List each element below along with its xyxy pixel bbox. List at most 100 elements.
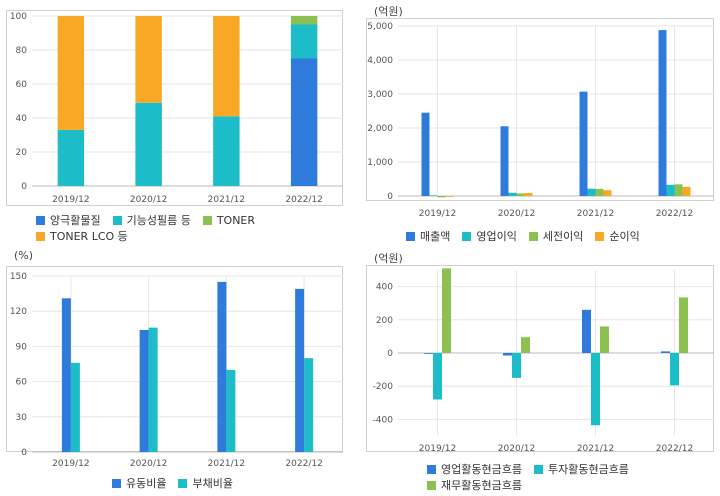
y-tick-label: 20 bbox=[16, 148, 28, 158]
y-tick-label: 200 bbox=[376, 316, 393, 326]
bar bbox=[217, 281, 227, 452]
bar bbox=[442, 268, 451, 353]
legend-item: TONER bbox=[202, 213, 256, 227]
bar-segment bbox=[290, 16, 318, 25]
legend-swatch bbox=[202, 215, 212, 225]
legend-label: 세전이익 bbox=[542, 230, 584, 243]
y-tick-label: 60 bbox=[16, 378, 28, 388]
legend-swatch bbox=[178, 478, 188, 488]
legend-item: 유동비율 bbox=[112, 475, 166, 491]
legend-item: 세전이익 bbox=[528, 228, 584, 244]
bar bbox=[579, 91, 588, 196]
legend-item: 재무활동현금흐름 bbox=[427, 477, 522, 493]
y-tick-label: 5,000 bbox=[367, 22, 393, 32]
bar bbox=[521, 337, 530, 353]
legend-label: 유동비율 bbox=[126, 477, 167, 490]
x-tick-label: 2021/12 bbox=[577, 209, 614, 219]
legend-item: TONER LCO 등 bbox=[36, 228, 128, 244]
legend-item: 부채비율 bbox=[178, 475, 233, 491]
x-tick-label: 2020/12 bbox=[130, 459, 167, 469]
bar bbox=[666, 184, 675, 196]
y-tick-label: 1,000 bbox=[367, 158, 393, 168]
legend-label: TONER bbox=[216, 213, 256, 227]
legend-label: 영업이익 bbox=[476, 230, 517, 243]
x-tick-label: 2019/12 bbox=[52, 195, 89, 205]
legend-row: 양극활물질 기능성필름 등 TONER bbox=[36, 212, 267, 228]
bar-segment bbox=[290, 58, 318, 186]
legend-swatch bbox=[36, 231, 45, 241]
y-tick-label: 120 bbox=[10, 307, 27, 317]
legend-label: TONER LCO 등 bbox=[50, 230, 128, 243]
bar bbox=[433, 353, 442, 400]
y-tick-label: -400 bbox=[373, 415, 394, 425]
x-tick-label: 2020/12 bbox=[498, 444, 535, 454]
bar bbox=[437, 196, 446, 198]
y-tick-label: 30 bbox=[16, 413, 28, 423]
y-tick-label: 150 bbox=[10, 272, 27, 282]
bar bbox=[524, 192, 533, 196]
legend-swatch bbox=[406, 231, 415, 241]
legend-label: 양극활물질 bbox=[50, 214, 101, 227]
y-tick-label: 0 bbox=[387, 349, 393, 359]
legend-swatch bbox=[595, 231, 605, 241]
legend-item: 매출액 bbox=[406, 228, 450, 244]
legend-label: 기능성필름 등 bbox=[126, 214, 191, 227]
x-tick-label: 2020/12 bbox=[130, 195, 167, 205]
bar bbox=[421, 112, 430, 196]
chart-unit-label: (억원) bbox=[374, 5, 403, 18]
y-tick-label: 0 bbox=[387, 192, 393, 202]
chart-unit-label: (%) bbox=[14, 249, 34, 262]
legend-swatch bbox=[112, 478, 121, 488]
legend-item: 순이익 bbox=[595, 228, 640, 244]
x-tick-label: 2019/12 bbox=[52, 459, 89, 469]
y-tick-label: 3,000 bbox=[367, 90, 393, 100]
legend-item: 영업활동현금흐름 bbox=[427, 461, 522, 477]
y-tick-label: 80 bbox=[16, 46, 28, 56]
legend-swatch bbox=[427, 464, 436, 474]
legend-row: 영업활동현금흐름 투자활동현금흐름 bbox=[427, 461, 641, 477]
y-tick-label: 4,000 bbox=[367, 56, 393, 66]
y-tick-label: 40 bbox=[16, 114, 28, 124]
bar-segment bbox=[290, 24, 318, 59]
y-tick-label: 0 bbox=[21, 182, 27, 192]
legend-row: 재무활동현금흐름 bbox=[427, 477, 641, 493]
bar bbox=[587, 188, 596, 196]
ratio-legend: 유동비율 부채비율 bbox=[112, 475, 245, 491]
y-tick-label: 60 bbox=[16, 80, 28, 90]
x-tick-label: 2019/12 bbox=[419, 444, 456, 454]
bar bbox=[424, 353, 433, 354]
income-legend: 매출액 영업이익 세전이익 순이익 bbox=[406, 228, 652, 244]
x-tick-label: 2021/12 bbox=[208, 459, 245, 469]
bar bbox=[658, 30, 667, 196]
bar bbox=[500, 126, 509, 196]
bar bbox=[304, 358, 314, 452]
y-tick-label: 2,000 bbox=[367, 124, 393, 134]
legend-row: TONER LCO 등 bbox=[36, 228, 267, 244]
y-tick-label: 100 bbox=[10, 12, 27, 22]
bar bbox=[148, 327, 158, 452]
bar bbox=[670, 353, 679, 386]
legend-swatch bbox=[462, 231, 472, 241]
x-tick-label: 2021/12 bbox=[208, 195, 245, 205]
legend-label: 투자활동현금흐름 bbox=[547, 463, 629, 476]
bar bbox=[226, 369, 236, 452]
bar bbox=[582, 309, 591, 353]
bar-segment bbox=[135, 102, 162, 186]
bar-segment bbox=[135, 16, 162, 103]
legend-item: 영업이익 bbox=[462, 228, 517, 244]
bar bbox=[679, 297, 688, 353]
x-tick-label: 2022/12 bbox=[656, 444, 693, 454]
legend-label: 매출액 bbox=[420, 230, 451, 243]
legend-row: 매출액 영업이익 세전이익 순이익 bbox=[406, 228, 652, 244]
bar bbox=[516, 193, 525, 196]
chart-unit-label: (억원) bbox=[374, 252, 403, 265]
bar bbox=[595, 188, 604, 196]
bar bbox=[503, 353, 512, 356]
x-tick-label: 2022/12 bbox=[285, 195, 322, 205]
legend-item: 양극활물질 bbox=[36, 212, 101, 228]
